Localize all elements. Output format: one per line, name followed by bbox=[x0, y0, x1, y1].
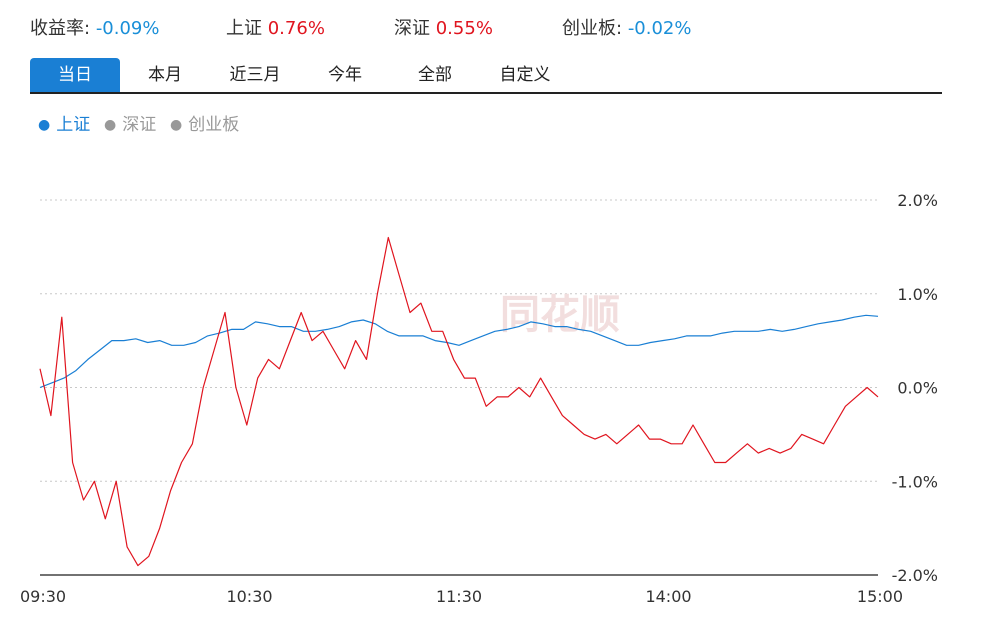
tab-custom[interactable]: 自定义 bbox=[499, 65, 551, 85]
legend-dot-icon: ● bbox=[38, 117, 51, 133]
legend-label-chinext: 创业板 bbox=[188, 115, 240, 135]
shenzhen-stat: 深证 0.55% bbox=[394, 14, 493, 40]
tab-this-month[interactable]: 本月 bbox=[148, 65, 182, 85]
series-lines bbox=[39, 236, 879, 567]
legend-dot-icon: ● bbox=[170, 117, 183, 133]
legend-item-shenzhen[interactable]: ● 深证 bbox=[104, 110, 156, 135]
y-tick-label: 2.0% bbox=[897, 191, 938, 210]
series-line-portfolio bbox=[39, 236, 879, 567]
series-line-shanghai bbox=[39, 314, 879, 389]
tab-today[interactable]: 当日 bbox=[30, 58, 120, 92]
tab-all[interactable]: 全部 bbox=[418, 65, 452, 85]
x-tick-label: 15:00 bbox=[857, 587, 903, 606]
return-rate-label: 收益率: bbox=[30, 18, 91, 39]
watermark-logo: 同花顺 bbox=[500, 292, 620, 338]
x-tick-label: 11:30 bbox=[436, 587, 482, 606]
y-tick-label: 1.0% bbox=[897, 285, 938, 304]
shanghai-value: 0.76% bbox=[267, 18, 325, 39]
y-axis-ticks: 2.0% 1.0% 0.0% -1.0% -2.0% bbox=[892, 191, 938, 585]
return-rate-stat: 收益率: -0.09% bbox=[30, 14, 160, 40]
return-rate-value: -0.09% bbox=[95, 18, 160, 39]
y-tick-label: -2.0% bbox=[892, 566, 938, 585]
tab-last-three-months[interactable]: 近三月 bbox=[229, 65, 281, 85]
chinext-value: -0.02% bbox=[627, 18, 692, 39]
y-tick-label: 0.0% bbox=[897, 379, 938, 398]
x-tick-label: 10:30 bbox=[226, 587, 272, 606]
x-axis-ticks: 09:30 10:30 11:30 14:00 15:00 bbox=[20, 587, 903, 606]
shenzhen-value: 0.55% bbox=[435, 18, 493, 39]
chinext-label: 创业板: bbox=[562, 18, 623, 39]
legend-dot-icon: ● bbox=[104, 117, 117, 133]
legend-label-shanghai: 上证 bbox=[56, 115, 91, 135]
x-tick-label: 09:30 bbox=[20, 587, 66, 606]
tab-this-year[interactable]: 今年 bbox=[328, 65, 362, 85]
legend-item-shanghai[interactable]: ● 上证 bbox=[38, 110, 90, 135]
legend-item-chinext[interactable]: ● 创业板 bbox=[170, 110, 239, 135]
shanghai-label: 上证 bbox=[226, 18, 262, 39]
chinext-stat: 创业板: -0.02% bbox=[562, 14, 692, 40]
legend-label-shenzhen: 深证 bbox=[122, 115, 157, 135]
period-tabs: 当日 本月 近三月 今年 全部 自定义 bbox=[30, 58, 942, 94]
shenzhen-label: 深证 bbox=[394, 18, 430, 39]
grid-lines bbox=[40, 199, 878, 576]
y-tick-label: -1.0% bbox=[892, 472, 938, 491]
shanghai-stat: 上证 0.76% bbox=[226, 14, 325, 40]
x-tick-label: 14:00 bbox=[645, 587, 691, 606]
